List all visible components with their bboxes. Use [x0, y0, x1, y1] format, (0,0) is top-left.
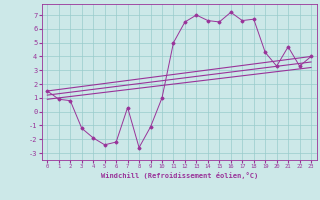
X-axis label: Windchill (Refroidissement éolien,°C): Windchill (Refroidissement éolien,°C): [100, 172, 258, 179]
